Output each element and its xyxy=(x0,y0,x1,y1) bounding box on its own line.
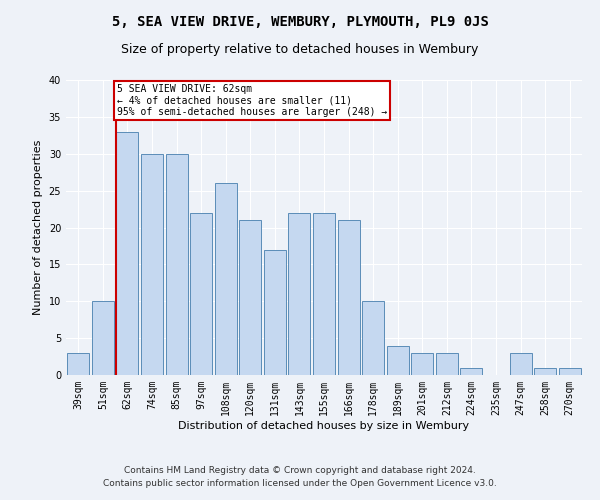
Bar xyxy=(313,213,335,375)
Text: Size of property relative to detached houses in Wembury: Size of property relative to detached ho… xyxy=(121,42,479,56)
Text: 5 SEA VIEW DRIVE: 62sqm
← 4% of detached houses are smaller (11)
95% of semi-det: 5 SEA VIEW DRIVE: 62sqm ← 4% of detached… xyxy=(117,84,387,117)
Bar xyxy=(239,220,262,375)
Bar xyxy=(215,183,237,375)
Text: 5, SEA VIEW DRIVE, WEMBURY, PLYMOUTH, PL9 0JS: 5, SEA VIEW DRIVE, WEMBURY, PLYMOUTH, PL… xyxy=(112,15,488,29)
Bar xyxy=(386,346,409,375)
Bar xyxy=(534,368,556,375)
X-axis label: Distribution of detached houses by size in Wembury: Distribution of detached houses by size … xyxy=(178,420,470,430)
Bar xyxy=(92,301,114,375)
Bar xyxy=(411,353,433,375)
Bar xyxy=(436,353,458,375)
Bar xyxy=(362,301,384,375)
Bar xyxy=(460,368,482,375)
Bar xyxy=(190,213,212,375)
Bar xyxy=(67,353,89,375)
Bar xyxy=(338,220,359,375)
Bar xyxy=(289,213,310,375)
Bar xyxy=(166,154,188,375)
Bar xyxy=(559,368,581,375)
Bar xyxy=(509,353,532,375)
Bar xyxy=(116,132,139,375)
Y-axis label: Number of detached properties: Number of detached properties xyxy=(33,140,43,315)
Bar xyxy=(264,250,286,375)
Bar xyxy=(141,154,163,375)
Text: Contains HM Land Registry data © Crown copyright and database right 2024.
Contai: Contains HM Land Registry data © Crown c… xyxy=(103,466,497,487)
